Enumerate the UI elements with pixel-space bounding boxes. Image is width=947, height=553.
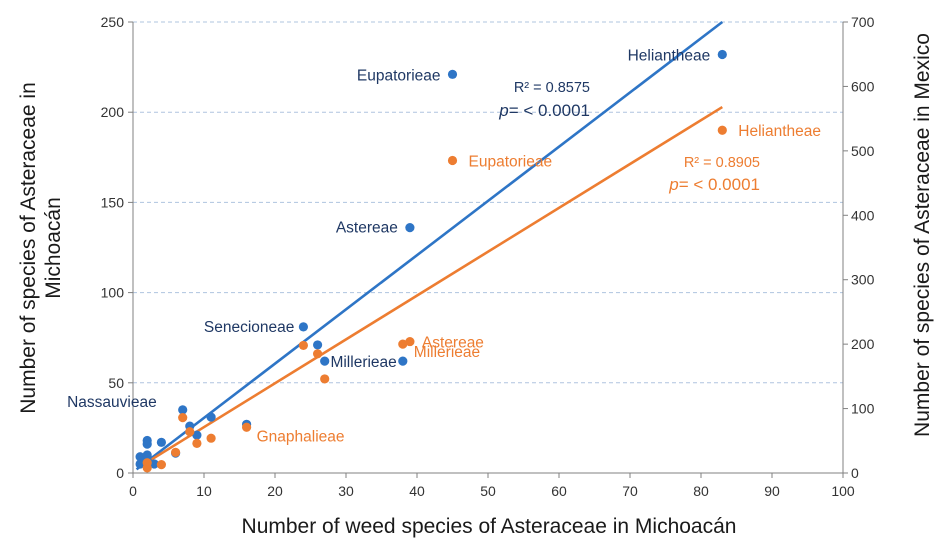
point-label: Nassauvieae [67,394,157,411]
point-label: Eupatorieae [469,154,553,171]
data-point [142,458,152,468]
data-point [149,459,159,469]
point-label: Astereae [336,220,398,237]
y-left-tick-label: 150 [101,194,125,210]
data-point [398,356,408,366]
trendline [139,105,723,468]
y-right-tick-label: 100 [851,401,875,417]
y-right-tick-label: 0 [851,465,859,481]
y-right-tick-label: 300 [851,272,875,288]
data-point [717,125,727,135]
data-point [298,340,308,351]
data-point [320,356,330,366]
data-point [142,439,152,449]
y-left-axis-title: Number of species of Asteraceae inMichoa… [17,82,65,414]
x-tick-label: 40 [409,483,425,499]
data-point [717,49,727,60]
x-tick-label: 90 [764,483,780,499]
x-tick-label: 80 [693,483,709,499]
y-right-tick-label: 600 [851,78,875,94]
point-label: Heliantheae [628,47,711,64]
data-point [405,336,415,347]
y-left-tick-label: 200 [101,104,125,120]
points-layer [135,49,727,473]
y-right-axis-title: Number of species of Asteraceae in Mexic… [911,33,934,437]
data-point [313,349,323,359]
point-label: Heliantheae [738,123,821,140]
data-point [135,459,145,469]
trend-layer [135,20,724,471]
y-right-tick-label: 200 [851,336,875,352]
labels-layer: Heliantheae Eupatorieae Astereae Senecionea… [67,47,821,445]
data-point [178,412,188,423]
data-point [206,433,216,443]
data-point [192,438,202,448]
data-point [242,422,252,432]
x-tick-label: 70 [622,483,638,499]
y-right-tick-label: 700 [851,14,875,30]
y-right-tick-label: 400 [851,207,875,223]
y-right-tick-label: 500 [851,143,875,159]
y-left-tick-label: 50 [108,375,124,391]
x-axis-title: Number of weed species of Asteraceae in … [242,515,737,538]
point-label: Eupatorieae [357,67,441,84]
data-point [405,223,415,233]
y-left-tick-label: 250 [101,14,125,30]
trendline [135,20,724,471]
data-point [156,437,166,447]
data-point [178,405,188,415]
y-left-tick-label: 100 [101,285,125,301]
p-symbol: p [498,101,508,120]
r-squared-annotation: R² = 0.8905 [684,155,760,171]
x-tick-label: 0 [129,483,137,499]
y-left-tick-label: 0 [116,465,124,481]
data-point [447,155,458,166]
x-tick-label: 30 [338,483,354,499]
r-squared-annotation: R² = 0.8575 [514,80,590,96]
data-point [156,460,166,470]
point-label: Millerieae [330,354,396,371]
data-point [185,427,195,437]
x-tick-label: 50 [480,483,496,499]
data-point [171,447,181,457]
p-value-text: = < 0.0001 [509,101,590,120]
data-point [447,69,458,79]
data-point [206,412,216,422]
point-label: Senecioneae [204,319,295,336]
x-tick-label: 20 [267,483,283,499]
data-point [398,339,408,349]
y-left-title-line: Number of species of Asteraceae in [17,82,40,414]
p-symbol: p [668,175,678,194]
p-value-annotation: p= < 0.0001 [668,175,760,194]
axes-layer: 0 10 20 30 40 50 60 70 80 90 100 0 50 100 150 200 250 0 10… [101,14,875,499]
x-tick-label: 60 [551,483,567,499]
point-label: Millerieae [414,344,480,361]
data-point [320,374,330,384]
data-point [298,322,308,332]
p-value-annotation: p= < 0.0001 [498,101,590,120]
data-point [135,452,145,462]
grid-layer [133,21,843,384]
p-value-text: = < 0.0001 [679,175,760,194]
point-label: Astereae [422,335,484,352]
data-point [313,340,323,350]
x-tick-label: 10 [196,483,212,499]
y-left-title-line: Michoacán [42,197,65,299]
data-point [192,430,202,440]
point-label: Gnaphalieae [257,428,345,445]
x-tick-label: 100 [831,483,855,499]
